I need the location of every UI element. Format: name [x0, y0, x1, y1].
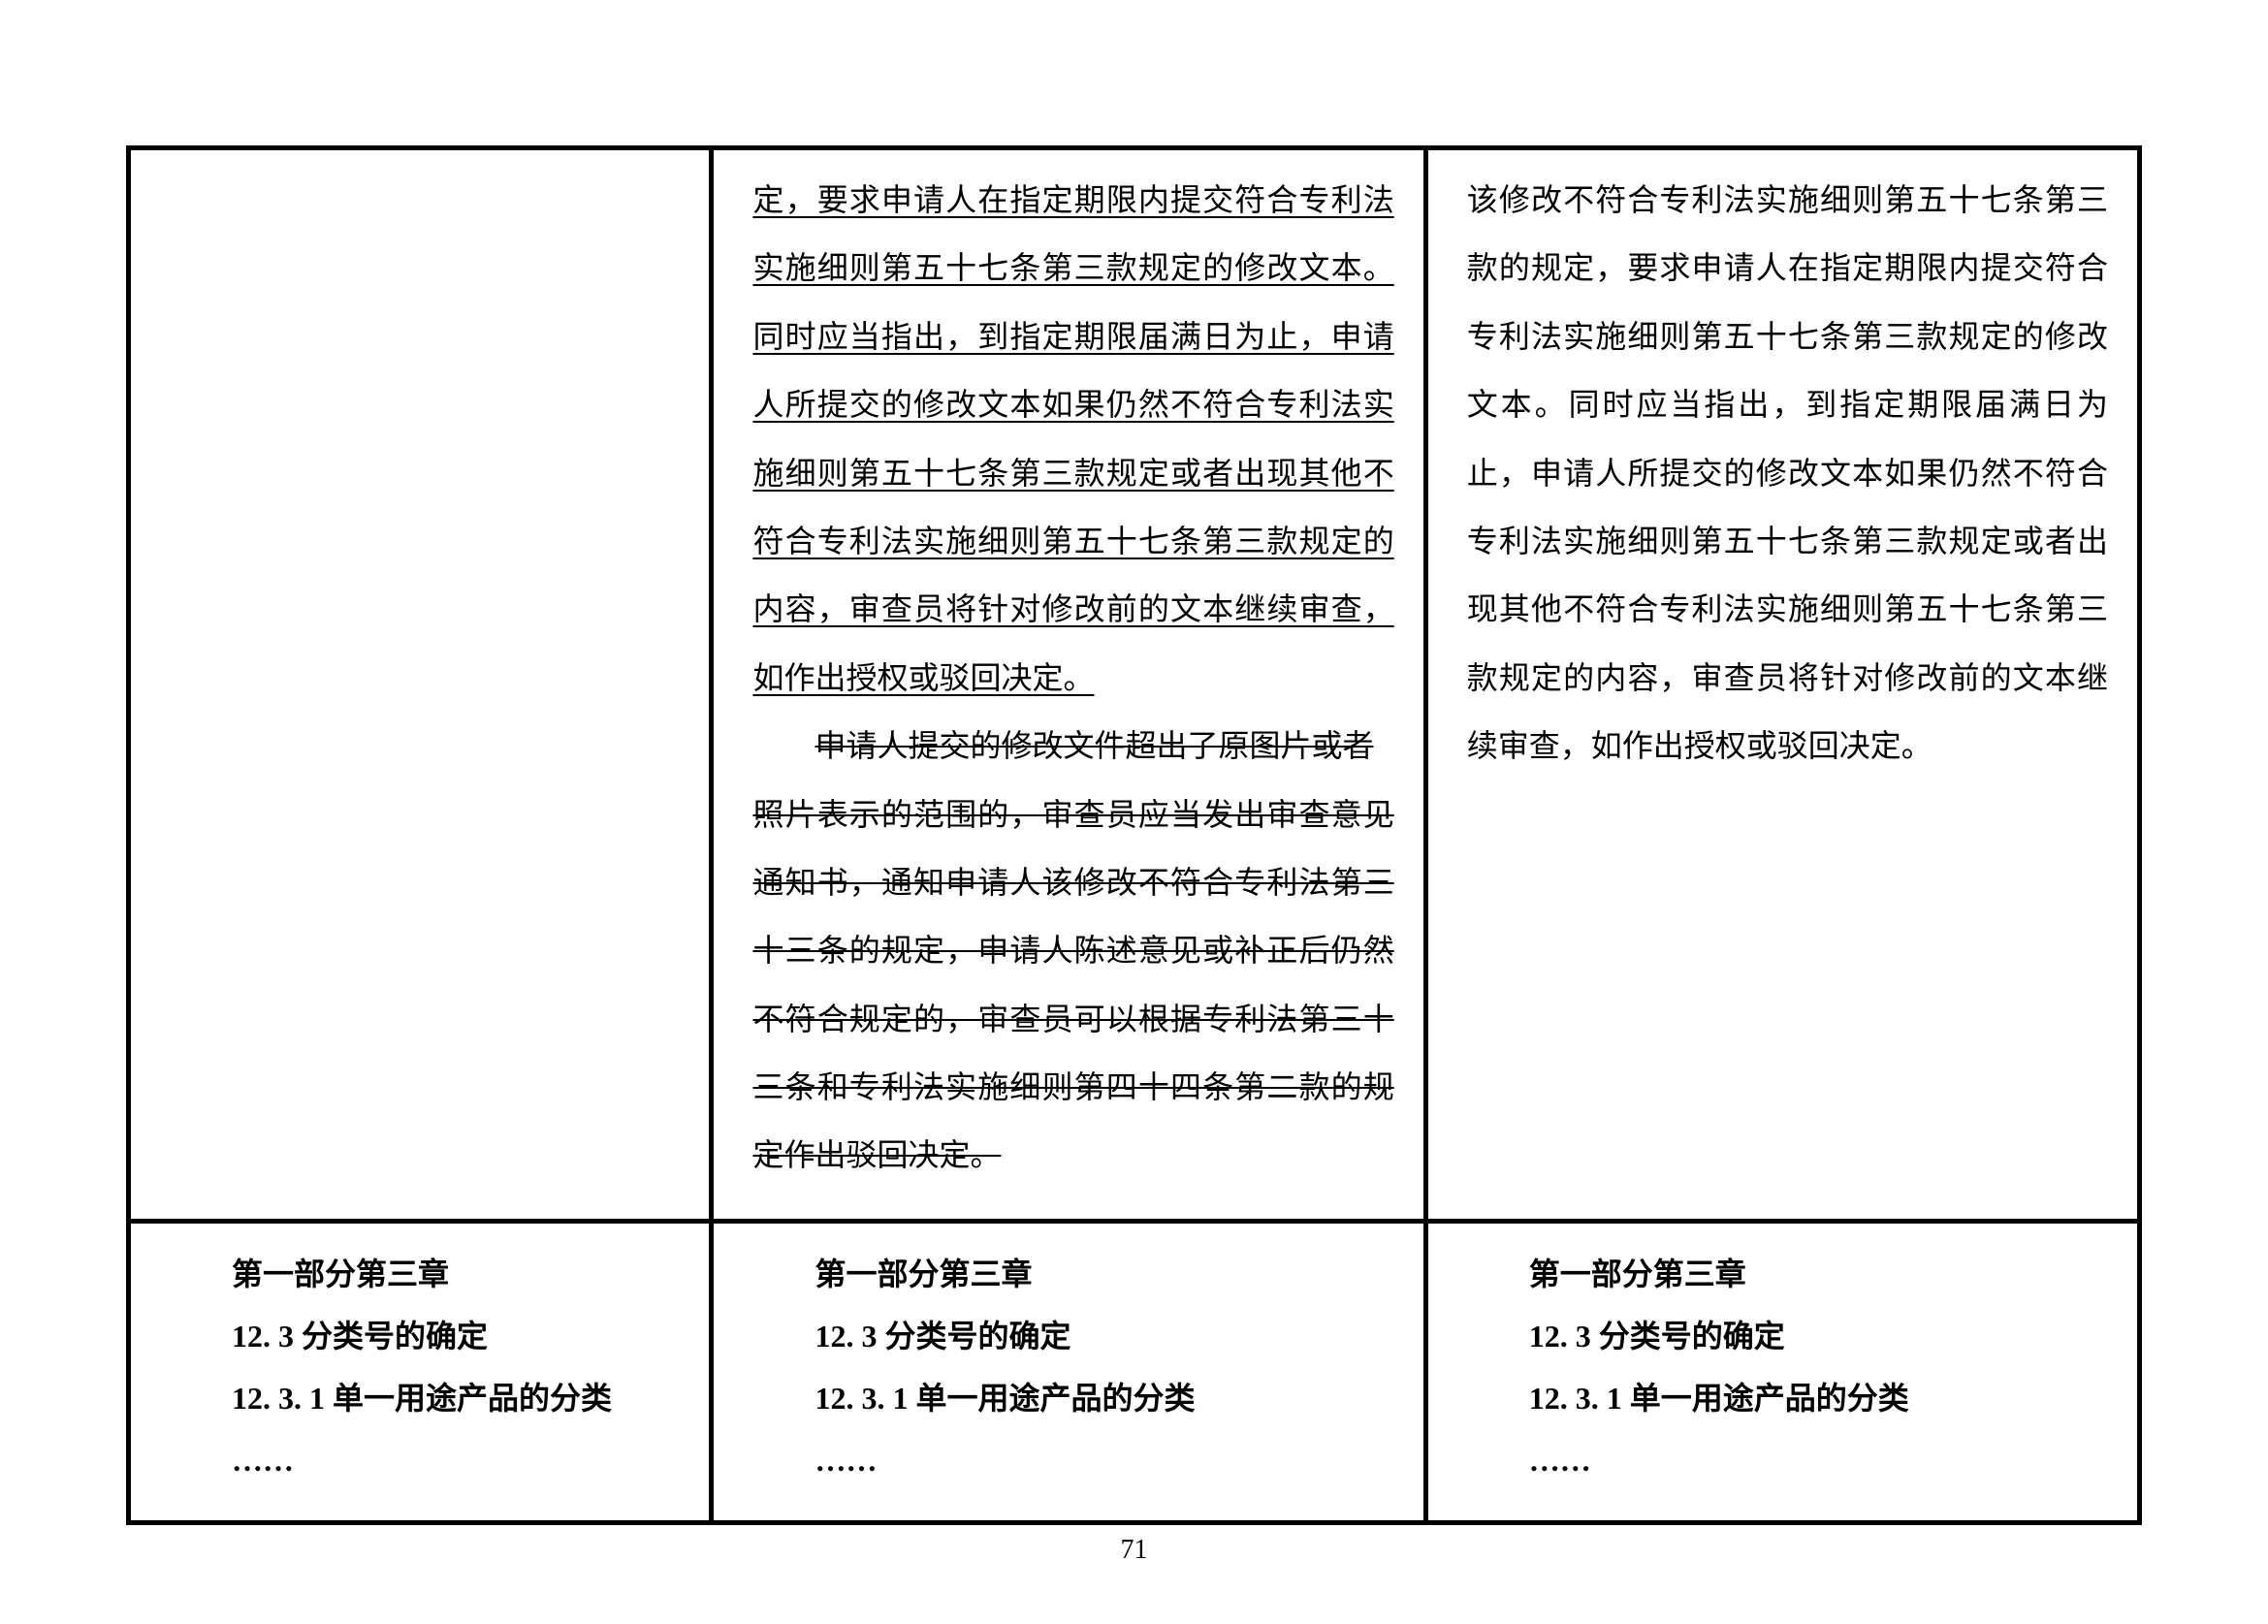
page-number: 71: [126, 1535, 2142, 1566]
comparison-table: 定，要求申请人在指定期限内提交符合专利法实施细则第五十七条第三款规定的修改文本。…: [126, 145, 2142, 1525]
subsection-heading: 12. 3. 1 单一用途产品的分类: [1467, 1367, 2108, 1429]
chapter-heading: 第一部分第三章: [1467, 1243, 2108, 1305]
section-heading: 12. 3 分类号的确定: [1467, 1305, 2108, 1367]
strike-text-part2: 照片表示的范围的，审查员应当发出审查意见通知书，通知申请人该修改不符合专利法第三…: [752, 797, 1393, 1173]
section-heading: 12. 3 分类号的确定: [170, 1305, 680, 1367]
cell-r1c1: [129, 148, 712, 1222]
chapter-heading: 第一部分第三章: [170, 1243, 680, 1305]
page-container: 定，要求申请人在指定期限内提交符合专利法实施细则第五十七条第三款规定的修改文本。…: [0, 0, 2268, 1624]
ellipsis: ……: [170, 1429, 680, 1491]
chapter-heading: 第一部分第三章: [752, 1243, 1393, 1305]
cell-r2c3: 第一部分第三章 12. 3 分类号的确定 12. 3. 1 单一用途产品的分类 …: [1425, 1221, 2139, 1522]
table-row: 第一部分第三章 12. 3 分类号的确定 12. 3. 1 单一用途产品的分类 …: [129, 1221, 2140, 1522]
subsection-heading: 12. 3. 1 单一用途产品的分类: [752, 1367, 1393, 1429]
cell-r1c3: 该修改不符合专利法实施细则第五十七条第三款的规定，要求申请人在指定期限内提交符合…: [1425, 148, 2139, 1222]
strike-text-part1: 申请人提交的修改文件超出了原图片或者: [815, 728, 1373, 763]
cell-r1c2: 定，要求申请人在指定期限内提交符合专利法实施细则第五十七条第三款规定的修改文本。…: [712, 148, 1425, 1222]
ellipsis: ……: [1467, 1429, 2108, 1491]
plain-text: 该修改不符合专利法实施细则第五十七条第三款的规定，要求申请人在指定期限内提交符合…: [1467, 166, 2108, 780]
section-heading: 12. 3 分类号的确定: [752, 1305, 1393, 1367]
underlined-text: 定，要求申请人在指定期限内提交符合专利法实施细则第五十七条第三款规定的修改文本。…: [752, 182, 1393, 695]
cell-r2c2: 第一部分第三章 12. 3 分类号的确定 12. 3. 1 单一用途产品的分类 …: [712, 1221, 1425, 1522]
ellipsis: ……: [752, 1429, 1393, 1491]
subsection-heading: 12. 3. 1 单一用途产品的分类: [170, 1367, 680, 1429]
table-row: 定，要求申请人在指定期限内提交符合专利法实施细则第五十七条第三款规定的修改文本。…: [129, 148, 2140, 1222]
cell-r2c1: 第一部分第三章 12. 3 分类号的确定 12. 3. 1 单一用途产品的分类 …: [129, 1221, 712, 1522]
